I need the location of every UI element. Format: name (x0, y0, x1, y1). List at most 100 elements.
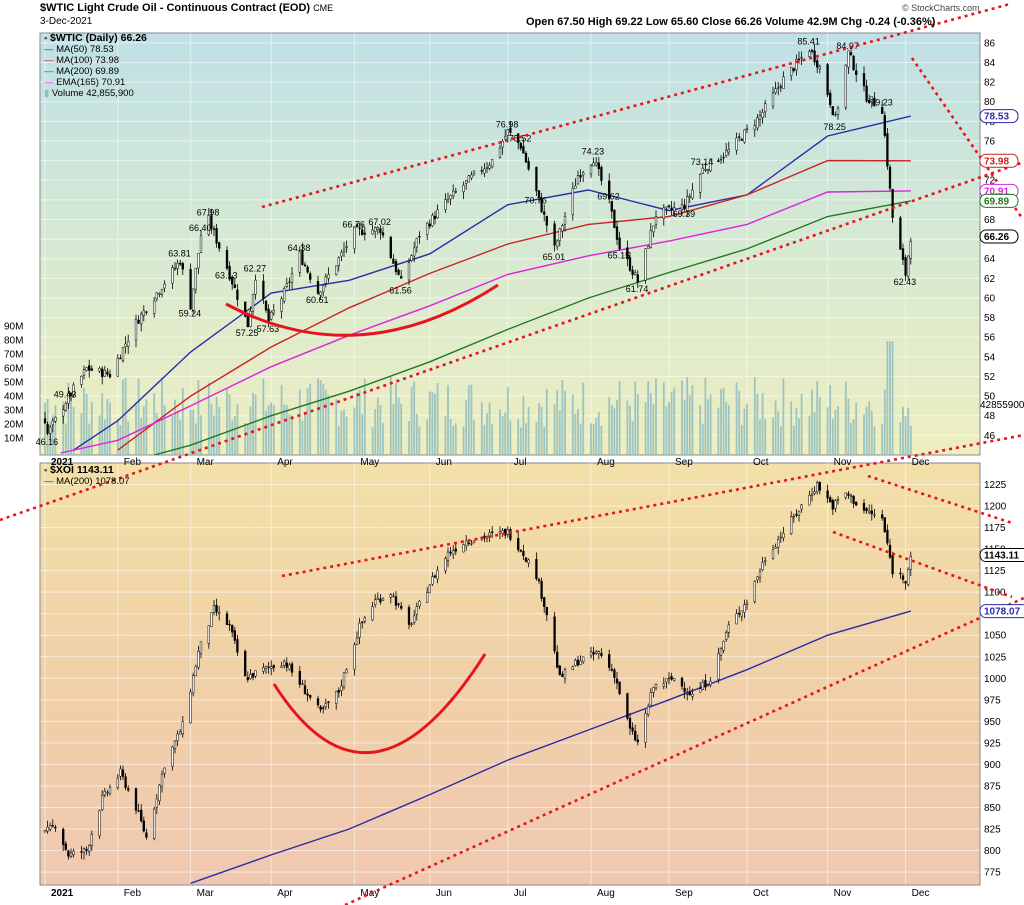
y-tick-label: 950 (984, 717, 1001, 728)
wtic-bar-body (158, 293, 161, 295)
volume-bar (454, 423, 457, 455)
volume-bar (434, 393, 436, 455)
legend-item: — MA(100) 73.98 (44, 55, 147, 66)
volume-bar (756, 393, 759, 455)
wtic-bar-body (904, 257, 907, 276)
volume-bar (662, 382, 665, 455)
x-tick-label: Nov (834, 457, 852, 468)
xoi-bar-body (158, 784, 161, 802)
xoi-bar-body (524, 557, 528, 562)
xoi-bar-body (771, 549, 775, 559)
wtic-bar-body (615, 226, 619, 240)
wtic-bar-body (873, 97, 876, 107)
price-label: 69.39 (673, 209, 696, 219)
wtic-bar-body (628, 257, 632, 271)
wtic-bar-body (735, 137, 738, 151)
y-tick-label: 50 (984, 392, 996, 403)
xoi-bar-body (371, 606, 374, 621)
xoi-bar-body (192, 675, 195, 694)
volume-bar (837, 406, 839, 455)
stockcharts-credit: © StockCharts.com (902, 3, 980, 13)
volume-bar (579, 423, 582, 455)
legend-swatch: ▮ (44, 88, 52, 99)
wtic-bar-body (108, 373, 112, 378)
xoi-bar-body (80, 851, 83, 853)
volume-bar (556, 389, 559, 455)
xoi-bar-body (797, 510, 801, 516)
xoi-bar-body (189, 691, 192, 724)
volume-bar (889, 341, 891, 455)
xoi-bar-body (327, 701, 330, 703)
volume-bar (527, 406, 530, 455)
wtic-bar-body (415, 238, 418, 248)
xoi-bar-body (813, 491, 816, 494)
xoi-bar-body (389, 594, 392, 598)
xoi-bar-body (522, 551, 525, 557)
wtic-bar-body (509, 128, 512, 133)
volume-bar (155, 413, 158, 455)
wtic-bar-body (371, 229, 374, 235)
wtic-bar-body (543, 211, 546, 215)
xoi-bar-body (124, 776, 127, 788)
wtic-bar-body (210, 215, 213, 229)
volume-bar (688, 395, 691, 455)
volume-bar (582, 382, 585, 455)
volume-tick-label: 70M (4, 350, 23, 361)
xoi-bar-body (907, 569, 910, 585)
price-label: 70.76 (524, 195, 547, 205)
wtic-bar-body (46, 423, 49, 434)
xoi-bar-body (446, 551, 450, 561)
volume-bar (865, 407, 868, 455)
volume-bar (444, 415, 447, 455)
wtic-bar-body (249, 310, 252, 327)
wtic-bar-body (553, 223, 556, 246)
volume-bar (590, 423, 592, 455)
xoi-bar-body (452, 550, 455, 555)
wtic-bar-body (121, 347, 125, 361)
xoi-bar-body (873, 514, 876, 516)
wtic-bar-body (618, 237, 621, 250)
volume-bar (790, 401, 793, 455)
volume-bar (753, 376, 756, 455)
y-tick-label: 80 (984, 97, 996, 108)
xoi-bar-body (498, 531, 502, 534)
volume-bar (811, 389, 813, 455)
volume-bar (254, 394, 257, 455)
xoi-bar-body (667, 677, 671, 680)
wtic-bar-body (852, 55, 855, 70)
legend-swatch: — (44, 44, 57, 55)
xoi-bar-body (909, 555, 912, 570)
x-tick-label: May (360, 457, 379, 468)
volume-bar (179, 419, 182, 455)
ma200-line (154, 200, 911, 455)
volume-bar (506, 387, 509, 455)
xoi-bar-body (88, 845, 91, 852)
y-tick-label: 825 (984, 825, 1001, 836)
wtic-bar-body (631, 269, 634, 275)
wtic-bar-body (322, 285, 325, 293)
xoi-bar-body (608, 654, 611, 668)
volume-bar (683, 399, 686, 455)
volume-bar (101, 393, 104, 455)
volume-bar (283, 404, 286, 455)
xoi-bar-body (288, 664, 291, 670)
legend-item: ▮ Volume 42,855,900 (44, 88, 147, 99)
price-label: 46.16 (36, 437, 59, 447)
wtic-bar-body (592, 162, 595, 167)
xoi-bar-body (301, 683, 304, 685)
ma50-tag-box (979, 109, 1019, 124)
legend-label: MA(100) 73.98 (56, 55, 119, 66)
xoi-bar-body (103, 790, 106, 796)
xoi-bar-body (415, 606, 418, 615)
volume-bar (829, 385, 832, 455)
volume-bar (353, 407, 356, 455)
volume-bar (262, 378, 265, 455)
xoi-bar-body (545, 606, 548, 616)
wtic-bar-body (480, 170, 483, 172)
xoi-bar-body (309, 694, 312, 698)
wtic-bar-body (506, 129, 509, 136)
wtic-bar-body (171, 267, 174, 284)
xoi-bar-body (285, 662, 288, 668)
y-tick-label: 60 (984, 293, 996, 304)
volume-bar (540, 406, 543, 455)
